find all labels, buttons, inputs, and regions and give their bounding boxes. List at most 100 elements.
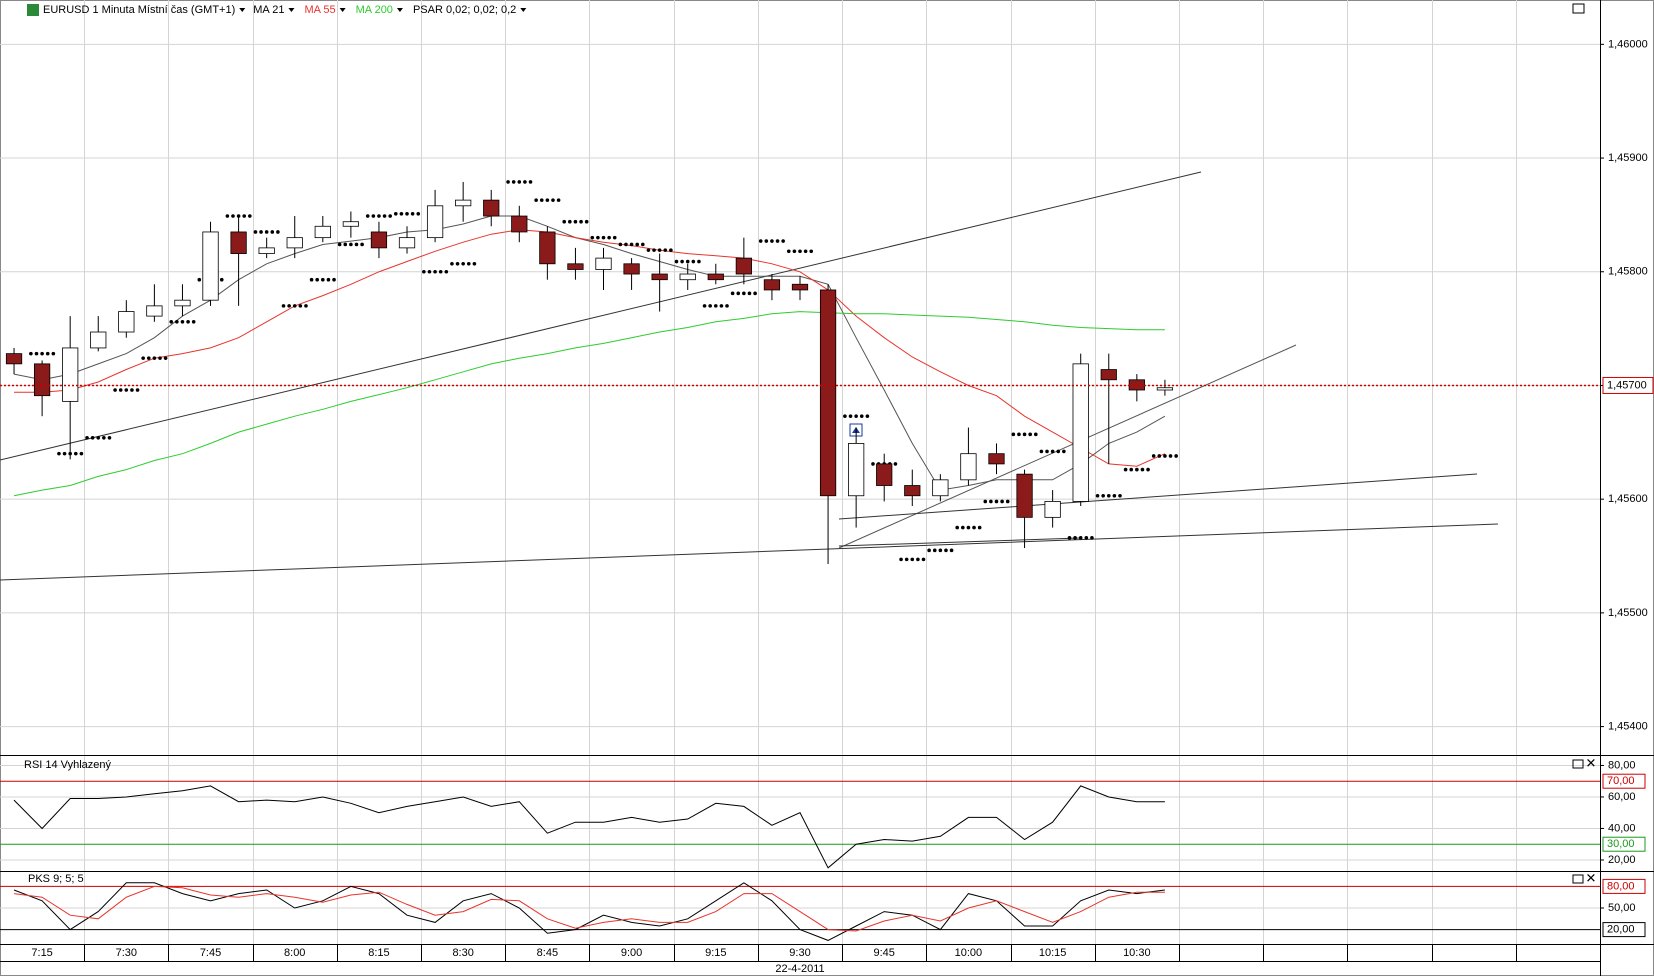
trend-line xyxy=(838,344,1297,549)
legend-entry[interactable]: PSAR 0,02; 0,02; 0,2 xyxy=(413,4,516,16)
candle-body xyxy=(33,363,51,397)
indicator-title[interactable]: RSI 14 Vyhlazený xyxy=(24,759,112,771)
psar-dot xyxy=(152,356,157,360)
psar-dot xyxy=(528,180,533,184)
psar-dot xyxy=(713,304,718,308)
maximize-button[interactable] xyxy=(1572,759,1584,769)
level-label-box xyxy=(1602,836,1646,852)
legend-entry[interactable]: MA 55 xyxy=(304,4,335,16)
psar-dot xyxy=(966,525,971,530)
psar-dot xyxy=(506,180,510,184)
psar-dot xyxy=(57,451,61,456)
psar-dot xyxy=(848,414,853,418)
psar-dot xyxy=(511,180,516,184)
legend-entry[interactable]: MA 200 xyxy=(356,4,393,16)
psar-dot xyxy=(652,248,656,252)
psar-dot xyxy=(674,259,679,264)
psar-dot xyxy=(607,235,611,240)
psar-dot xyxy=(691,259,696,264)
candle-body xyxy=(735,257,752,275)
psar-dot xyxy=(1135,467,1139,472)
psar-dot xyxy=(276,230,280,234)
psar-dot xyxy=(1017,432,1021,437)
level-label: 70,00 xyxy=(1607,775,1635,787)
psar-dot xyxy=(163,356,168,360)
psar-dot xyxy=(292,304,297,308)
psar-dot xyxy=(304,304,308,308)
psar-dot xyxy=(786,249,791,254)
candle-body xyxy=(5,353,23,365)
candle-body xyxy=(286,237,303,249)
psar-dot xyxy=(579,219,583,224)
candle-body xyxy=(146,305,163,317)
psar-dot xyxy=(158,356,162,360)
psar-dot xyxy=(646,248,651,252)
maximize-button[interactable] xyxy=(1572,3,1585,14)
candle-body xyxy=(258,247,275,254)
psar-dot xyxy=(697,259,701,264)
candle-body xyxy=(90,331,107,349)
candle-body xyxy=(202,231,219,301)
psar-dot xyxy=(747,291,752,296)
close-button[interactable]: ✕ xyxy=(1586,870,1597,885)
psar-dot xyxy=(248,214,252,218)
psar-dot xyxy=(444,269,449,274)
psar-dot xyxy=(371,214,376,218)
psar-dot xyxy=(539,198,544,202)
psar-dot xyxy=(1101,493,1105,498)
psar-dot xyxy=(972,525,976,530)
moving-average xyxy=(13,215,1166,491)
psar-dot xyxy=(175,319,179,324)
psar-dot xyxy=(590,235,595,240)
x-tick-label: 7:45 xyxy=(200,947,221,959)
psar-dot xyxy=(62,451,67,456)
candle-body xyxy=(118,311,135,333)
psar-dot xyxy=(809,249,814,254)
date-label: 22-4-2011 xyxy=(775,963,824,975)
psar-dot xyxy=(1106,493,1111,498)
psar-dot xyxy=(377,214,381,218)
psar-dot xyxy=(669,248,673,252)
trend-line xyxy=(0,171,1202,461)
psar-dot xyxy=(764,239,769,243)
legend-entry[interactable]: MA 21 xyxy=(253,4,284,16)
indicator-title[interactable]: PKS 9; 5; 5 xyxy=(28,873,84,885)
legend: MA 21 MA 55 MA 200 PSAR 0,02; 0,02; 0,2 xyxy=(239,4,527,16)
candle-body xyxy=(595,257,612,270)
psar-dot xyxy=(624,242,628,247)
x-tick-label: 10:30 xyxy=(1123,947,1151,959)
psar-dot xyxy=(242,214,247,218)
psar-dot xyxy=(360,242,364,247)
psar-dot xyxy=(961,525,965,530)
psar-dot xyxy=(983,499,988,504)
psar-dot xyxy=(51,351,56,356)
psar-dot xyxy=(854,414,858,418)
last-price-box xyxy=(1602,376,1654,394)
candle-body xyxy=(932,479,949,497)
x-tick-label: 9:00 xyxy=(621,947,642,959)
close-button[interactable]: ✕ xyxy=(1586,755,1597,770)
psar-dot xyxy=(904,557,909,562)
psar-dot xyxy=(545,198,550,202)
psar-dot xyxy=(843,414,847,418)
candle-body xyxy=(1016,473,1033,518)
psar-dot xyxy=(584,219,589,224)
dropdown-arrow xyxy=(339,8,346,12)
psar-dot xyxy=(461,261,465,266)
psar-dot xyxy=(180,319,185,324)
psar-dot xyxy=(1022,432,1027,437)
candle-body xyxy=(314,225,331,239)
psar-dot xyxy=(798,249,802,254)
psar-dot xyxy=(102,435,106,440)
psar-dot xyxy=(573,219,578,224)
psar-dot xyxy=(29,351,33,356)
chart-title[interactable]: EURUSD 1 Minuta Místní čas (GMT+1) xyxy=(43,4,235,16)
x-tick-label: 9:30 xyxy=(789,947,810,959)
psar-dot xyxy=(803,249,808,254)
candle-body xyxy=(1156,387,1174,391)
maximize-button[interactable] xyxy=(1572,874,1584,884)
psar-dot xyxy=(596,235,600,240)
psar-dot xyxy=(141,356,145,360)
candle-body xyxy=(1072,363,1089,502)
psar-dot xyxy=(871,462,875,466)
